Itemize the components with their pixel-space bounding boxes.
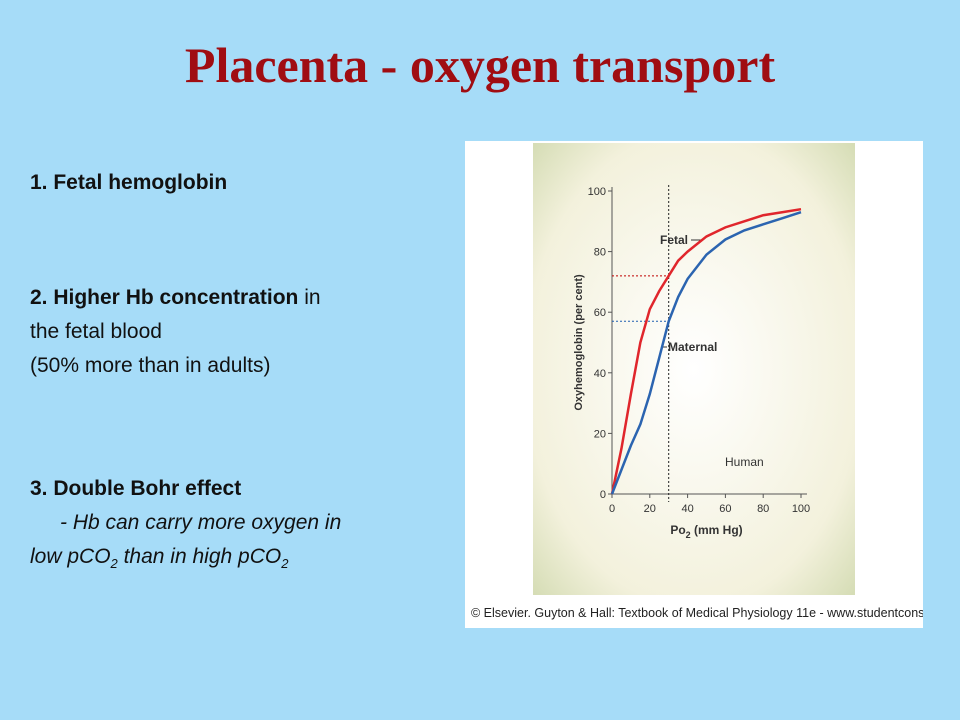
subscript: 2: [110, 556, 118, 572]
y-tick-label: 0: [600, 489, 606, 501]
series-line: [610, 207, 802, 495]
y-tick-label: 20: [594, 428, 606, 440]
y-tick-label: 60: [594, 307, 606, 319]
x-tick-label: 0: [609, 503, 615, 515]
y-axis-label: Oxyhemoglobin (per cent): [573, 274, 585, 411]
annotation: Fetal: [660, 233, 688, 247]
x-tick-label: 40: [681, 503, 693, 515]
x-axis-label-part: (mm Hg): [691, 523, 743, 537]
point: 1. Fetal hemoglobin: [30, 166, 460, 200]
x-axis-label: Po2 (mm Hg): [670, 523, 742, 540]
annotation: Maternal: [668, 340, 717, 354]
chart: Fetal Maternal Human © Elsevier. Guyton …: [471, 143, 960, 620]
point-heading: 3. Double Bohr effect: [30, 477, 242, 500]
x-axis-label-part: Po: [670, 523, 685, 537]
caption: © Elsevier. Guyton & Hall: Textbook of M…: [471, 606, 923, 620]
annotation: Human: [725, 455, 764, 469]
figure-panel: [533, 143, 855, 595]
figure: Fetal Maternal Human © Elsevier. Guyton …: [465, 141, 960, 628]
point: 3. Double Bohr effect - Hb can carry mor…: [30, 472, 460, 581]
point-detail-text: low pCO: [30, 545, 111, 568]
x-tick-label: 20: [644, 503, 656, 515]
point-line: the fetal blood: [30, 320, 162, 343]
subscript: 2: [686, 530, 691, 540]
y-tick-label: 80: [594, 247, 606, 259]
slide-title: Placenta - oxygen transport: [184, 37, 776, 93]
x-tick-label: 80: [757, 503, 769, 515]
x-tick-label: 100: [792, 503, 810, 515]
point-detail: - Hb can carry more oxygen in: [60, 511, 342, 534]
point-detail: low pCO2 than in high pCO2: [30, 545, 289, 572]
point-line: (50% more than in adults): [30, 354, 271, 377]
y-tick-label: 100: [588, 186, 606, 198]
point-heading: 1. Fetal hemoglobin: [30, 171, 228, 194]
point-heading: 2. Higher Hb concentration: [30, 286, 299, 309]
y-tick-label: 40: [594, 368, 606, 380]
point-detail-text: than in high pCO: [117, 545, 282, 568]
subscript: 2: [281, 556, 289, 572]
series-line: [610, 211, 802, 495]
point: 2. Higher Hb concentration in the fetal …: [30, 281, 460, 383]
point-text: in: [298, 286, 321, 309]
x-tick-label: 60: [719, 503, 731, 515]
